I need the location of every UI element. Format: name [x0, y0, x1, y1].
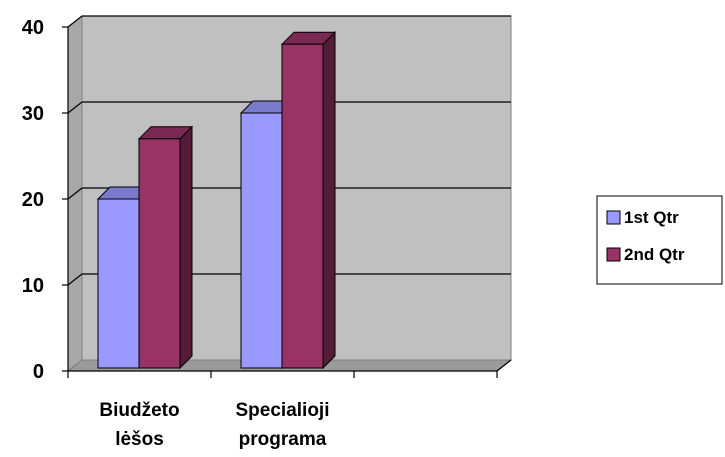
y-tick-label: 40	[22, 17, 44, 39]
y-tick-label: 10	[22, 275, 44, 297]
y-tick-label: 0	[33, 361, 44, 383]
gridline-side	[67, 187, 83, 200]
legend: 1st Qtr 2nd Qtr	[596, 195, 723, 285]
bar	[137, 125, 194, 370]
legend-label: 2nd Qtr	[624, 245, 685, 264]
bars	[96, 30, 337, 370]
bar-side	[179, 125, 193, 370]
bar-front	[97, 198, 140, 369]
bar	[280, 30, 337, 370]
bar-side	[322, 30, 336, 370]
legend-swatch	[606, 247, 621, 262]
legend-label: 1st Qtr	[624, 208, 679, 227]
gridline-side	[67, 15, 83, 28]
gridline-side	[67, 101, 83, 114]
bar-front	[281, 43, 324, 369]
y-tick-label: 30	[22, 103, 44, 125]
axes: 0 10 20 30 40 Biudžeto lėšos Specialioji program…	[22, 17, 512, 450]
legend-swatch	[606, 210, 621, 225]
x-tick-label: Biudžeto	[99, 400, 179, 421]
y-tick-label: 20	[22, 189, 44, 211]
x-tick-label: Specialioji	[236, 400, 330, 421]
bar-front	[138, 138, 181, 369]
gridline-side	[67, 273, 83, 286]
x-axis-depth	[496, 359, 512, 372]
bar-front	[240, 112, 283, 369]
legend-box	[596, 195, 723, 285]
x-tick-label: lėšos	[115, 429, 164, 450]
x-tick-label: programa	[239, 429, 327, 450]
